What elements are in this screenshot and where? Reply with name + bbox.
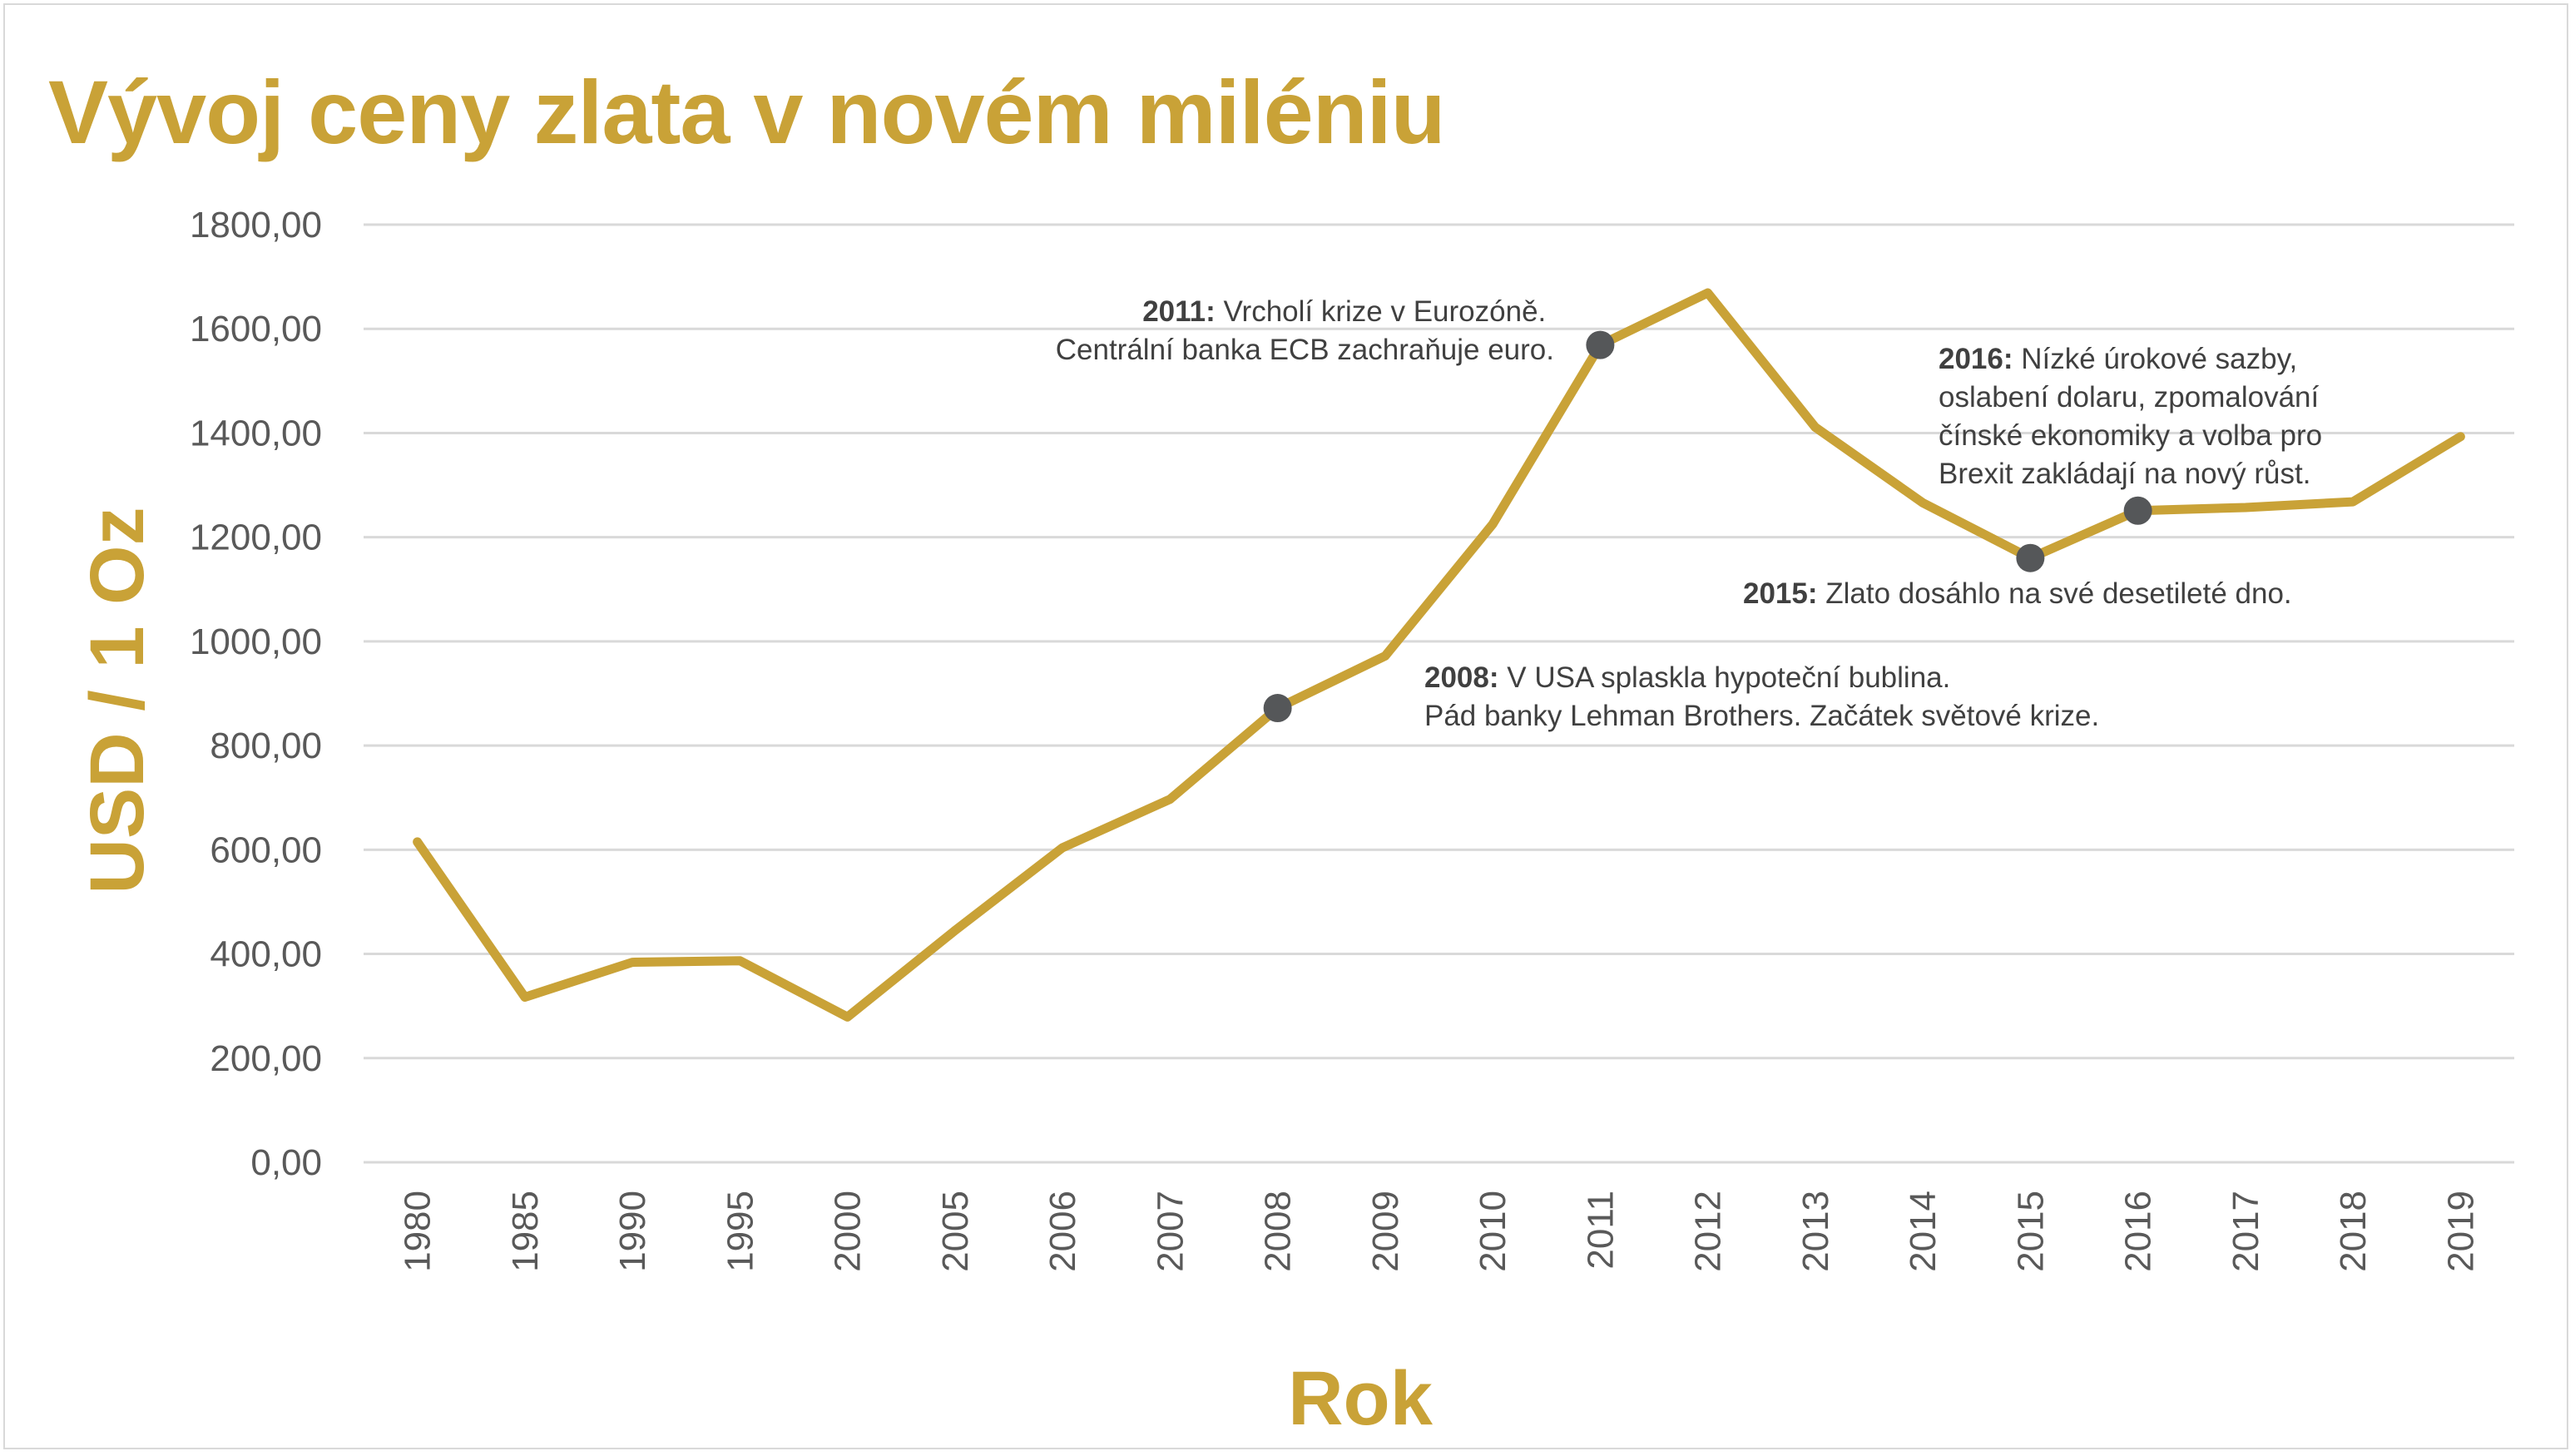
annotation-2011: 2011: Vrcholí krize v Eurozóně. Centráln… [1056,295,1554,366]
x-tick-label: 1985 [505,1191,546,1272]
x-axis-title: Rok [1288,1356,1434,1441]
annotation-2016-year: 2016: [1939,343,2013,375]
y-tick-label: 1200,00 [190,518,322,558]
x-tick-label: 2016 [2118,1191,2159,1272]
x-tick-label: 2019 [2440,1191,2481,1272]
x-tick-label: 2013 [1795,1191,1836,1272]
x-tick-label: 2008 [1258,1191,1299,1272]
annotation-2011-line-2: Centrální banka ECB zachraňuje euro. [1056,334,1554,366]
annotation-2016-line-3: čínské ekonomiky a volba pro [1939,419,2322,452]
x-tick-label: 2007 [1150,1191,1191,1272]
marker-point [1586,330,1615,359]
markers [1263,330,2152,723]
y-axis-title: USD / 1 Oz [75,507,160,894]
y-tick-label: 1400,00 [190,413,322,453]
x-tick-label: 2009 [1365,1191,1406,1272]
x-tick-label: 2017 [2226,1191,2266,1272]
y-tick-label: 800,00 [210,726,322,766]
y-tick-label: 200,00 [210,1038,322,1079]
series-line-path [413,288,2465,1022]
x-tick-labels: 1980 1985 1990 1995 2000 2005 2006 2007 2008 2009… [398,1191,2482,1272]
annotation-2008-line-2: Pád banky Lehman Brothers. Začátek světo… [1424,700,2099,732]
y-tick-label: 0,00 [250,1142,322,1183]
annotation-2016-line-4: Brexit zakládají na nový růst. [1939,458,2310,490]
x-tick-label: 2000 [828,1191,869,1272]
y-tick-labels: 0,00 200,00 400,00 600,00 800,00 1000,00 1200,… [190,205,322,1183]
annotation-2008-year: 2008: [1424,661,1499,694]
x-tick-label: 2012 [1688,1191,1729,1272]
y-tick-label: 400,00 [210,934,322,975]
annotations: 2011: Vrcholí krize v Eurozóně. Centráln… [1056,295,2330,732]
annotation-2011-line-1: Vrcholí krize v Eurozóně. [1216,295,1546,328]
series-line [413,288,2465,1022]
annotation-2015: 2015: Zlato dosáhlo na své desetileté dn… [1743,577,2292,610]
chart-title: Vývoj ceny zlata v novém miléniu [48,62,1446,162]
x-tick-label: 2005 [935,1191,976,1272]
marker-point [2123,496,2152,525]
x-tick-label: 1990 [612,1191,653,1272]
y-tick-label: 1800,00 [190,205,322,245]
annotation-2008: 2008: V USA splaskla hypoteční bublina. … [1424,661,2099,732]
x-tick-label: 2006 [1042,1191,1083,1272]
y-tick-label: 1000,00 [190,622,322,662]
annotation-2016: 2016: Nízké úrokové sazby, oslabení dola… [1939,343,2330,490]
y-tick-label: 1600,00 [190,309,322,349]
x-tick-label: 2018 [2333,1191,2374,1272]
marker-point [1263,694,1292,723]
gridlines [364,223,2514,1164]
x-tick-label: 2014 [1903,1191,1944,1272]
annotation-2008-line-1: V USA splaskla hypoteční bublina. [1499,661,1951,694]
x-tick-label: 1980 [398,1191,438,1272]
x-tick-label: 2010 [1473,1191,1513,1272]
chart-frame [3,3,2568,1449]
x-tick-label: 2011 [1580,1191,1621,1270]
annotation-2015-line-1: Zlato dosáhlo na své desetileté dno. [1818,577,2292,610]
annotation-2015-year: 2015: [1743,577,1818,610]
annotation-2016-line-2: oslabení dolaru, zpomalování [1939,381,2320,414]
y-tick-label: 600,00 [210,830,322,870]
marker-point [2016,543,2045,572]
x-tick-label: 1995 [720,1191,760,1272]
annotation-2011-year: 2011: [1142,295,1216,328]
x-tick-label: 2015 [2010,1191,2051,1272]
annotation-2016-line-1: Nízké úrokové sazby, [2013,343,2298,375]
